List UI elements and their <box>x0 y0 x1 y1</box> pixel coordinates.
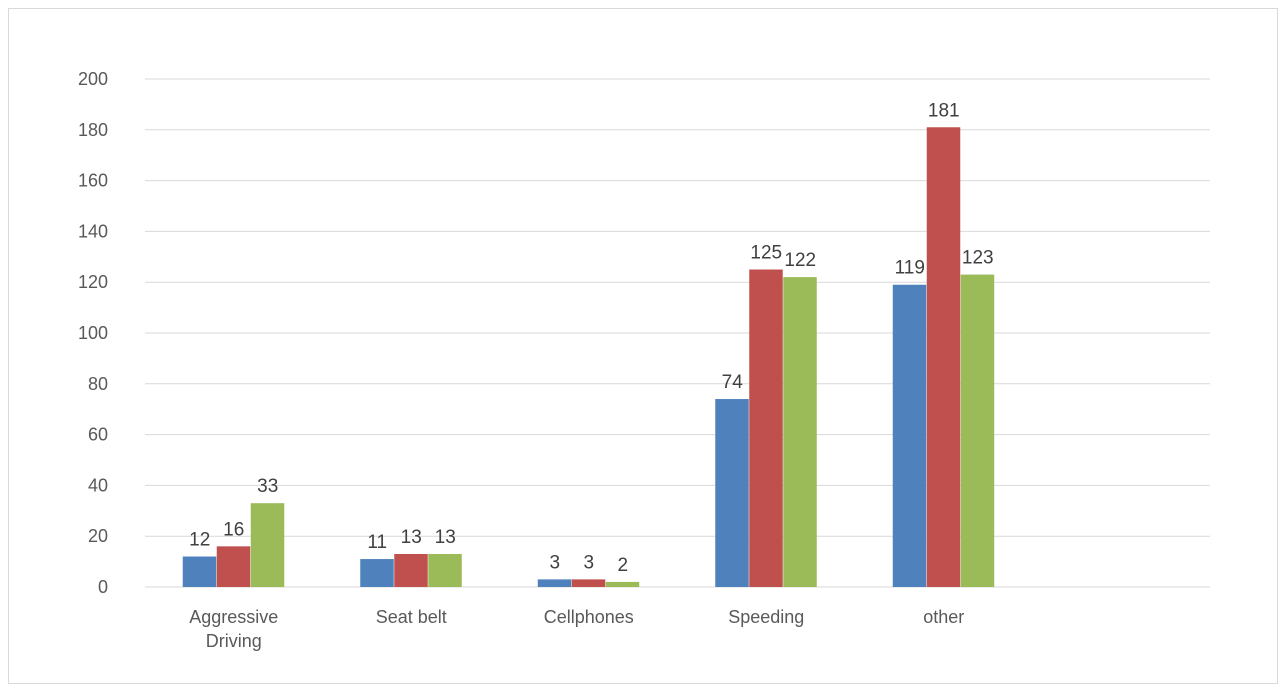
bar <box>428 553 462 587</box>
data-label: 11 <box>367 532 387 553</box>
category-label: Seat belt <box>376 607 447 627</box>
y-tick-label: 160 <box>78 171 108 191</box>
data-label: 119 <box>895 258 925 279</box>
category-label: Driving <box>206 631 262 651</box>
bar <box>892 284 927 587</box>
y-tick-label: 140 <box>78 221 108 241</box>
bar <box>182 556 217 587</box>
data-label: 122 <box>784 250 816 271</box>
y-axis-ticks: 0 20 40 60 80 100 120 140 160 180 200 <box>78 69 108 597</box>
bar <box>537 579 572 587</box>
y-tick-label: 60 <box>88 425 108 445</box>
y-tick-label: 0 <box>98 577 108 597</box>
bar <box>250 503 285 587</box>
y-tick-label: 200 <box>78 69 108 89</box>
category-label: other <box>923 607 964 627</box>
data-label: 3 <box>583 552 594 573</box>
data-label: 123 <box>962 248 994 269</box>
bar <box>394 553 428 587</box>
category-label: Aggressive <box>189 607 278 627</box>
bar <box>605 581 640 587</box>
gridlines <box>145 78 1210 588</box>
bars <box>182 127 995 587</box>
bar <box>360 559 394 587</box>
bar <box>960 274 995 587</box>
y-tick-label: 40 <box>88 475 108 495</box>
data-label: 125 <box>750 243 782 264</box>
bar <box>715 399 749 587</box>
bar <box>783 277 817 587</box>
x-axis-categories: Aggressive Driving Seat belt Cellphones Spee… <box>189 607 964 651</box>
data-label: 33 <box>257 476 278 497</box>
y-tick-label: 20 <box>88 526 108 546</box>
bar <box>571 579 606 587</box>
data-label: 16 <box>223 519 244 540</box>
category-label: Speeding <box>728 607 804 627</box>
bar <box>926 127 961 587</box>
data-label: 12 <box>189 530 210 551</box>
data-label: 181 <box>928 100 960 121</box>
data-label: 2 <box>617 555 628 576</box>
y-tick-label: 180 <box>78 120 108 140</box>
category-label: Cellphones <box>544 607 634 627</box>
data-label: 74 <box>722 372 744 393</box>
data-label: 13 <box>435 527 456 548</box>
bar <box>216 546 251 587</box>
y-tick-label: 120 <box>78 272 108 292</box>
data-label: 3 <box>549 552 560 573</box>
data-label: 13 <box>401 527 422 548</box>
bar <box>749 269 783 587</box>
y-tick-label: 100 <box>78 323 108 343</box>
y-tick-label: 80 <box>88 374 108 394</box>
